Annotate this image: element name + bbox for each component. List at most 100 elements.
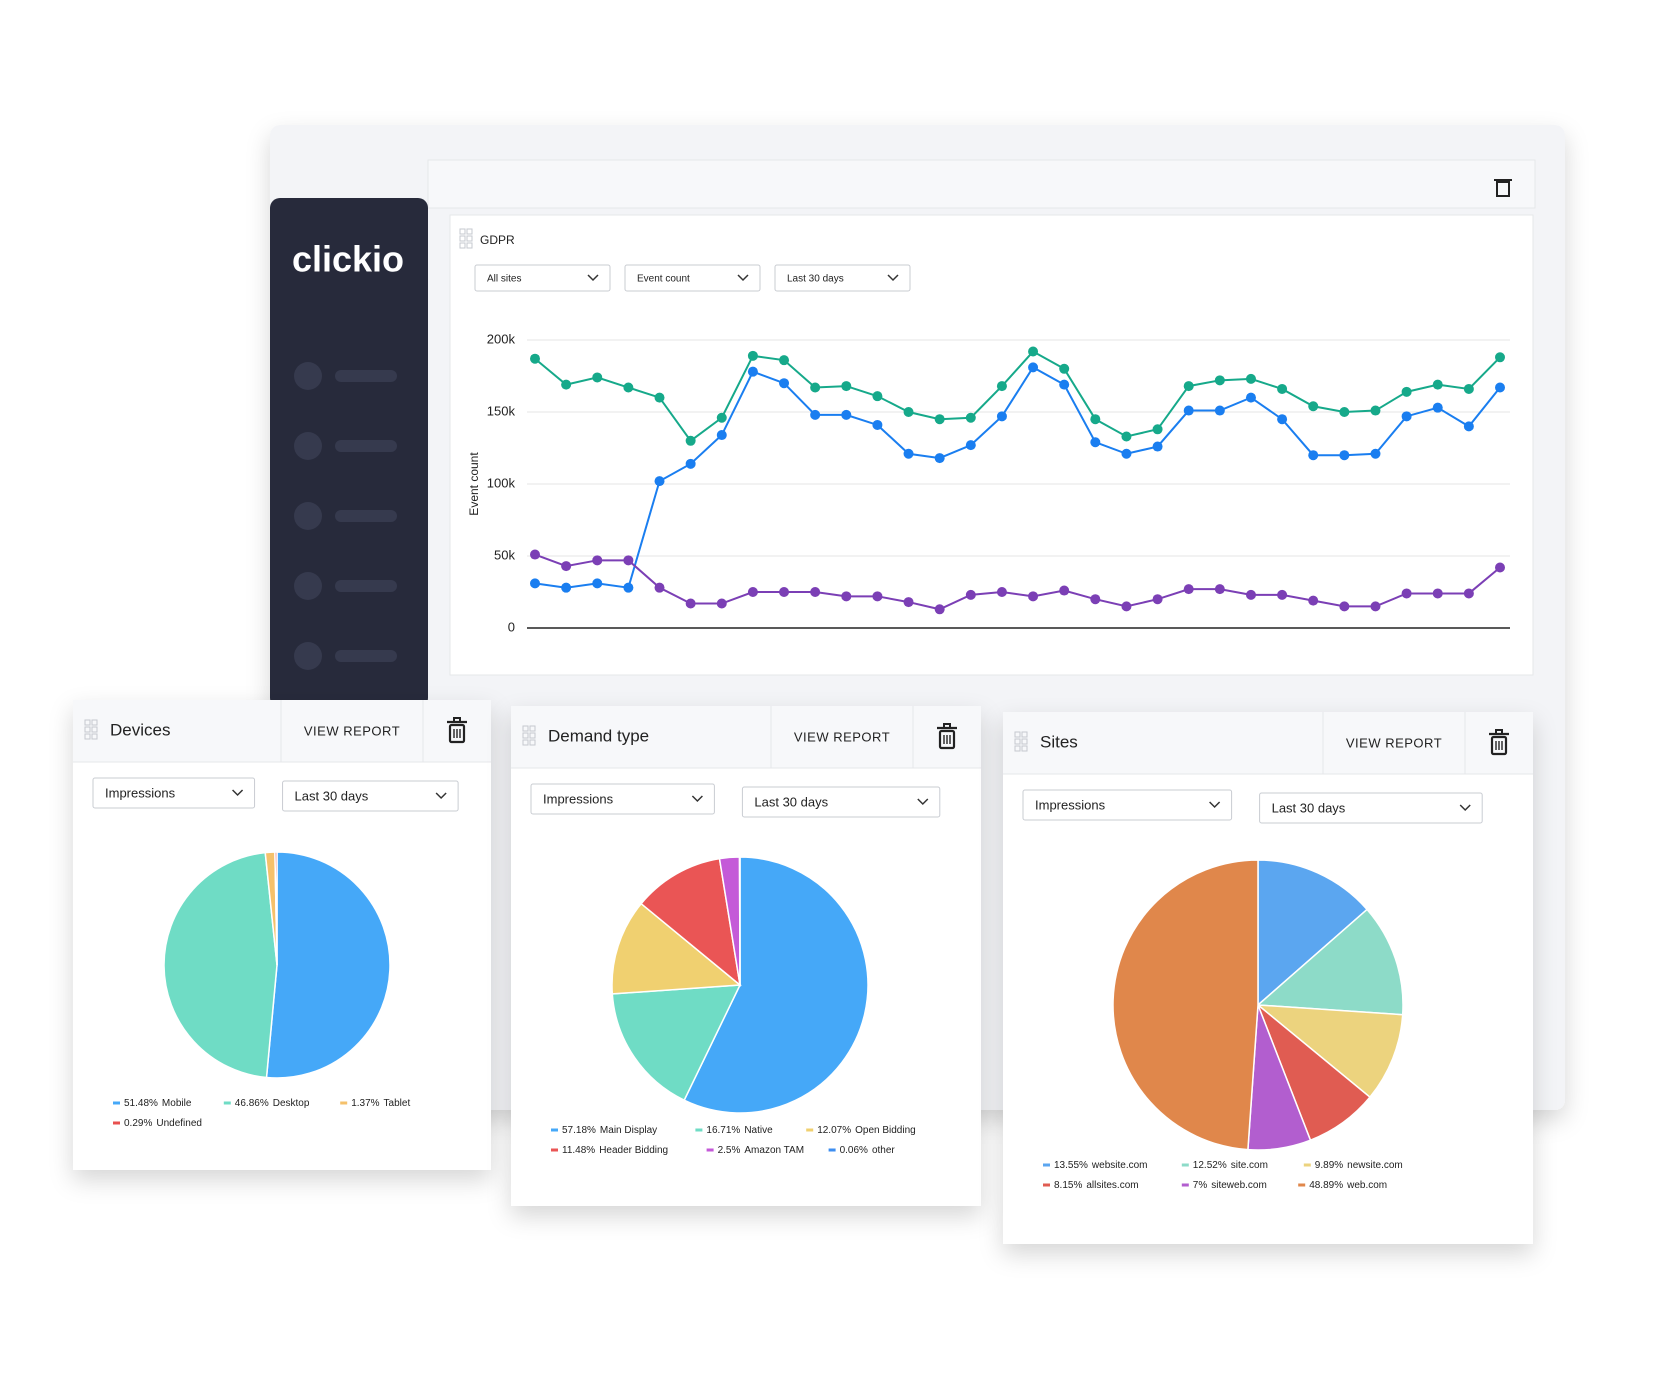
- legend-value: 16.71%: [706, 1125, 740, 1136]
- menu-label[interactable]: [335, 510, 397, 522]
- data-point: [996, 587, 1007, 597]
- data-point: [965, 440, 976, 451]
- grip-dot: [1021, 745, 1028, 752]
- legend-value: 9.89%: [1315, 1160, 1343, 1171]
- drag-handle[interactable]: [1014, 731, 1028, 752]
- grip-dot: [522, 732, 529, 739]
- grip-dot: [459, 235, 466, 242]
- dropdown-label: All sites: [487, 274, 521, 285]
- y-tick-label: 100k: [487, 475, 516, 490]
- dropdown[interactable]: Impressions: [92, 777, 256, 809]
- data-point: [1245, 392, 1256, 403]
- data-point: [1214, 584, 1225, 595]
- chart-title: GDPR: [480, 233, 515, 247]
- menu-label[interactable]: [335, 650, 397, 662]
- data-point: [1401, 588, 1412, 599]
- drag-handle[interactable]: [84, 719, 98, 740]
- dropdown-box: [474, 264, 611, 292]
- legend-name: Amazon TAM: [744, 1145, 804, 1156]
- view-report-button[interactable]: VIEW REPORT: [304, 723, 400, 738]
- dropdown[interactable]: Event count: [624, 264, 761, 292]
- data-point: [1059, 363, 1070, 374]
- data-point: [1432, 402, 1443, 413]
- data-point: [716, 412, 727, 423]
- legend-item: 0.06% other: [840, 1145, 896, 1156]
- data-point: [1277, 383, 1288, 394]
- dropdown-chevron: [1209, 801, 1221, 809]
- dropdown[interactable]: Last 30 days: [1259, 792, 1483, 824]
- y-tick-label: 50k: [494, 547, 515, 562]
- dropdown-box: [774, 264, 911, 292]
- dropdown[interactable]: Last 30 days: [741, 786, 941, 818]
- dropdown-box: [741, 786, 941, 818]
- menu-icon[interactable]: [294, 362, 322, 390]
- dropdown-label: Event count: [637, 274, 690, 285]
- data-point: [1090, 414, 1101, 425]
- legend-name: allsites.com: [1086, 1180, 1138, 1191]
- data-point: [530, 353, 540, 364]
- data-point: [1463, 421, 1474, 432]
- menu-label[interactable]: [335, 440, 397, 452]
- drag-handle[interactable]: [522, 725, 536, 746]
- data-point: [592, 555, 603, 566]
- data-point: [747, 587, 758, 597]
- dropdown[interactable]: All sites: [474, 264, 611, 292]
- legend-item: 13.55% website.com: [1054, 1160, 1148, 1171]
- widget-title: Demand type: [548, 726, 649, 745]
- data-point: [1090, 437, 1101, 448]
- trash-body: [448, 723, 466, 744]
- dropdown-box: [624, 264, 761, 292]
- legend-item: 46.86% Desktop: [235, 1098, 310, 1109]
- data-point: [1121, 601, 1132, 612]
- data-point: [1401, 386, 1412, 397]
- drag-handle[interactable]: [459, 228, 473, 249]
- dropdown[interactable]: Last 30 days: [774, 264, 911, 292]
- grip-dot: [466, 235, 473, 242]
- legend-item: 11.48% Header Bidding: [562, 1145, 668, 1156]
- pie-slice: [1255, 1004, 1404, 1099]
- delete-button[interactable]: [1489, 729, 1509, 756]
- grip-dot: [91, 719, 98, 726]
- menu-label[interactable]: [335, 580, 397, 592]
- dropdown-label: Impressions: [543, 791, 614, 806]
- legend-item: 57.18% Main Display: [562, 1125, 657, 1136]
- widget-title: Devices: [110, 720, 170, 739]
- y-tick-label: 150k: [487, 403, 516, 418]
- grip-dot: [91, 726, 98, 733]
- top-trash[interactable]: [1494, 179, 1512, 197]
- data-point: [1028, 591, 1039, 602]
- legend-name: newsite.com: [1347, 1160, 1403, 1171]
- legend-item: 9.89% newsite.com: [1315, 1160, 1403, 1171]
- pie-slice: [683, 856, 869, 1114]
- trash-handle: [1495, 729, 1503, 735]
- grip-dot: [529, 725, 536, 732]
- data-point: [1370, 405, 1381, 416]
- dropdown-box: [282, 780, 459, 812]
- delete-button[interactable]: [937, 723, 957, 750]
- dropdown[interactable]: Impressions: [530, 783, 715, 815]
- menu-icon[interactable]: [294, 502, 322, 530]
- grip-dot: [84, 719, 91, 726]
- view-report-button[interactable]: VIEW REPORT: [794, 729, 890, 744]
- data-point: [654, 582, 665, 593]
- legend-name: web.com: [1346, 1180, 1387, 1191]
- data-point: [965, 412, 976, 423]
- legend-value: 0.06%: [840, 1145, 868, 1156]
- menu-icon[interactable]: [294, 572, 322, 600]
- menu-icon[interactable]: [294, 432, 322, 460]
- pie-slice: [1112, 859, 1259, 1151]
- legend-value: 46.86%: [235, 1098, 269, 1109]
- widget-header: [73, 700, 491, 762]
- data-point: [1432, 588, 1443, 599]
- data-point: [1277, 589, 1288, 600]
- legend-value: 7%: [1193, 1180, 1208, 1191]
- dropdown[interactable]: Impressions: [1022, 789, 1233, 821]
- data-point: [561, 561, 572, 572]
- view-report-button[interactable]: VIEW REPORT: [1346, 735, 1442, 750]
- menu-icon[interactable]: [294, 642, 322, 670]
- delete-button[interactable]: [447, 717, 467, 744]
- dropdown-label: Last 30 days: [295, 788, 369, 803]
- menu-label[interactable]: [335, 370, 397, 382]
- dropdown[interactable]: Last 30 days: [282, 780, 459, 812]
